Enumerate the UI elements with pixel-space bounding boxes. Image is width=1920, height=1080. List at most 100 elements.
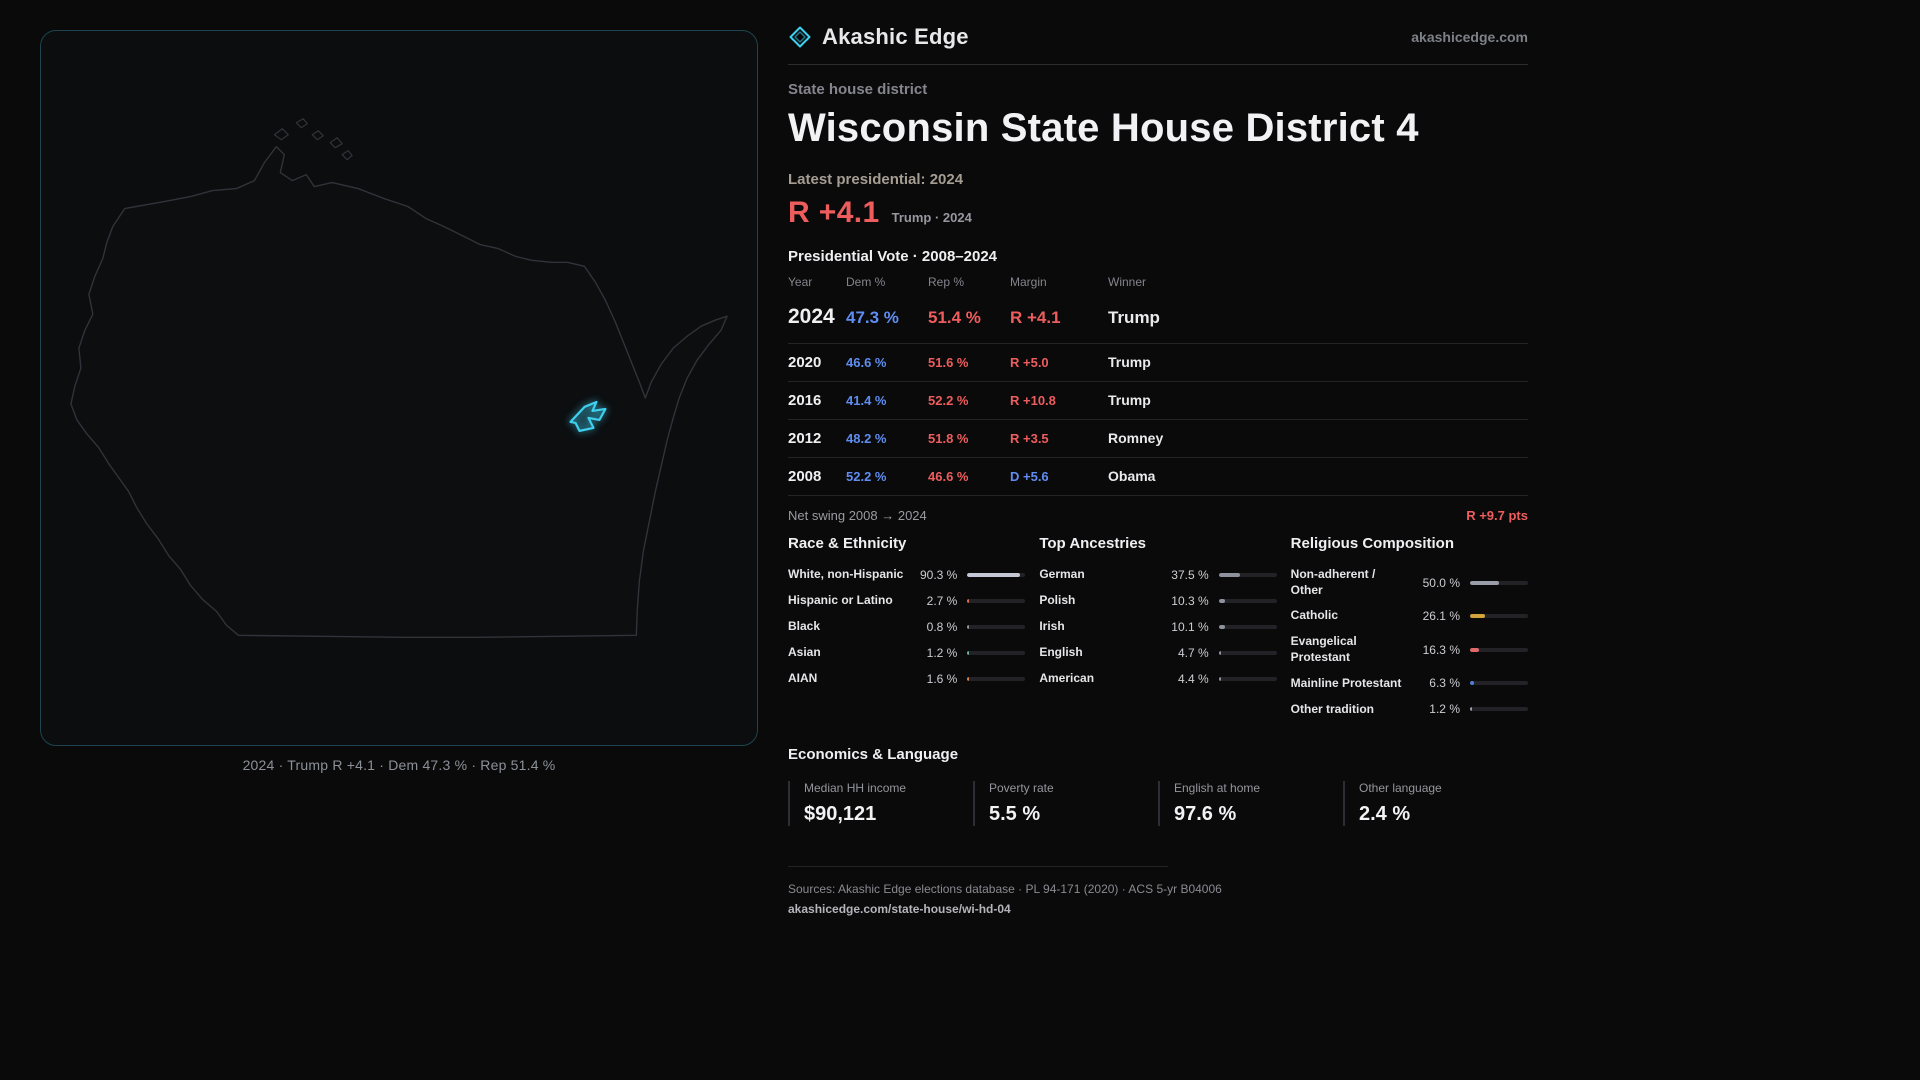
demo-row: Polish 10.3 % [1039, 588, 1277, 614]
stat-label: English at home [1174, 781, 1261, 796]
vote-rep: 52.2 % [928, 393, 969, 408]
headline-margin: R +4.1 Trump · 2024 [788, 196, 1528, 230]
stat-label: Poverty rate [989, 781, 1054, 796]
vote-margin: R +10.8 [1010, 393, 1056, 408]
demo-value: 37.5 % [1171, 568, 1209, 582]
demo-row: American 4.4 % [1039, 666, 1277, 692]
sources-text: Sources: Akashic Edge elections database… [788, 882, 1222, 897]
vote-rep: 51.4 % [928, 308, 981, 327]
site-link[interactable]: akashicedge.com [1411, 29, 1528, 45]
stat-poverty-rate: Poverty rate 5.5 % [973, 781, 1158, 827]
diamond-logo-icon [789, 26, 811, 48]
vote-rep: 51.8 % [928, 431, 969, 446]
stat-label: Other language [1359, 781, 1442, 796]
brand: Akashic Edge [788, 24, 969, 50]
vote-table-header: Year Dem % Rep % Margin Winner [788, 265, 1528, 297]
demo-label: Mainline Protestant [1290, 675, 1402, 690]
demo-bar [967, 677, 1026, 681]
apostle-islands [273, 118, 353, 161]
section-title: Race & Ethnicity [788, 535, 907, 552]
margin-subtitle: Trump · 2024 [891, 210, 972, 225]
demo-value: 1.2 % [1429, 702, 1460, 717]
demo-value: 4.7 % [1177, 646, 1209, 660]
header: Akashic Edge akashicedge.com [788, 24, 1528, 65]
vote-row-2012: 2012 48.2 % 51.8 % R +3.5 Romney [788, 419, 1528, 457]
stat-label: Median HH income [804, 781, 907, 796]
demo-value: 1.2 % [926, 646, 958, 660]
col-dem: Dem % [846, 275, 886, 289]
vote-year: 2008 [788, 468, 822, 485]
demo-bar [1469, 647, 1528, 652]
margin-value: R +4.1 [788, 196, 880, 229]
demo-row: Catholic 26.1 % [1291, 603, 1528, 629]
demo-row: Black 0.8 % [788, 614, 1026, 640]
vote-winner: Trump [1108, 308, 1160, 327]
demo-bar [967, 625, 1026, 629]
demo-bar [1218, 625, 1277, 629]
demo-bar [967, 599, 1026, 603]
vote-dem: 47.3 % [846, 308, 899, 327]
col-rep: Rep % [928, 275, 965, 289]
map-panel [40, 30, 758, 746]
col-winner: Winner [1108, 275, 1147, 289]
religion-section: Religious Composition Non-adherent / Oth… [1291, 535, 1528, 722]
vote-row-2016: 2016 41.4 % 52.2 % R +10.8 Trump [788, 381, 1528, 419]
demo-label: Catholic [1290, 608, 1338, 623]
net-swing-value: R +9.7 pts [1466, 508, 1528, 523]
demo-label: Black [788, 619, 821, 634]
vote-row-2008: 2008 52.2 % 46.6 % D +5.6 Obama [788, 457, 1528, 495]
demo-label: White, non-Hispanic [788, 567, 904, 582]
demo-value: 6.3 % [1429, 676, 1460, 691]
vote-row-2020: 2020 46.6 % 51.6 % R +5.0 Trump [788, 343, 1528, 381]
demo-row: Asian 1.2 % [788, 640, 1026, 666]
vote-winner: Trump [1108, 392, 1151, 408]
vote-year: 2024 [788, 305, 835, 328]
page-title: Wisconsin State House District 4 [788, 106, 1419, 150]
race-ethnicity-section: Race & Ethnicity White, non-Hispanic 90.… [788, 535, 1026, 722]
vote-rep: 51.6 % [928, 355, 969, 370]
stats-row: Median HH income $90,121 Poverty rate 5.… [788, 781, 1528, 827]
section-title: Religious Composition [1290, 535, 1454, 552]
demo-row: Non-adherent / Other 50.0 % [1291, 562, 1528, 603]
demo-value: 16.3 % [1422, 642, 1460, 657]
vote-margin: D +5.6 [1010, 469, 1049, 484]
demo-label: Other tradition [1290, 701, 1374, 716]
section-title: Top Ancestries [1039, 535, 1147, 552]
brand-name: Akashic Edge [822, 24, 969, 49]
permalink[interactable]: akashicedge.com/state-house/wi-hd-04 [788, 902, 1011, 917]
vote-table-title: Presidential Vote · 2008–2024 [788, 248, 998, 265]
stat-english-at-home: English at home 97.6 % [1158, 781, 1343, 827]
demo-label: Hispanic or Latino [788, 593, 893, 608]
demo-label: AIAN [788, 671, 818, 686]
demographics: Race & Ethnicity White, non-Hispanic 90.… [788, 535, 1528, 722]
wisconsin-outline [70, 145, 728, 638]
vote-year: 2012 [788, 430, 822, 447]
demo-row: Hispanic or Latino 2.7 % [788, 588, 1026, 614]
latest-presidential-label: Latest presidential: 2024 [788, 171, 964, 188]
demo-label: Non-adherent / Other [1290, 567, 1376, 597]
demo-value: 26.1 % [1422, 609, 1460, 624]
footer-divider [788, 866, 1168, 868]
wisconsin-map [70, 118, 728, 638]
demo-bar [1218, 651, 1277, 655]
vote-year: 2016 [788, 392, 822, 409]
demo-bar [967, 651, 1026, 655]
net-swing: Net swing 2008 → 2024 R +9.7 pts [788, 495, 1528, 523]
demo-label: Polish [1039, 593, 1076, 608]
vote-dem: 52.2 % [846, 469, 887, 484]
demo-value: 2.7 % [926, 594, 958, 608]
demo-value: 10.3 % [1171, 594, 1209, 608]
col-year: Year [788, 275, 813, 289]
stat-value: $90,121 [804, 803, 877, 826]
demo-row: English 4.7 % [1039, 640, 1277, 666]
stat-value: 97.6 % [1174, 803, 1237, 826]
map-caption: 2024 · Trump R +4.1 · Dem 47.3 % · Rep 5… [242, 757, 556, 773]
demo-row: German 37.5 % [1039, 562, 1277, 588]
demo-bar [1469, 707, 1528, 712]
stat-other-language: Other language 2.4 % [1343, 781, 1528, 827]
vote-dem: 46.6 % [846, 355, 887, 370]
demo-bar [1218, 599, 1277, 603]
vote-margin: R +3.5 [1010, 431, 1049, 446]
demo-label: English [1039, 645, 1083, 660]
